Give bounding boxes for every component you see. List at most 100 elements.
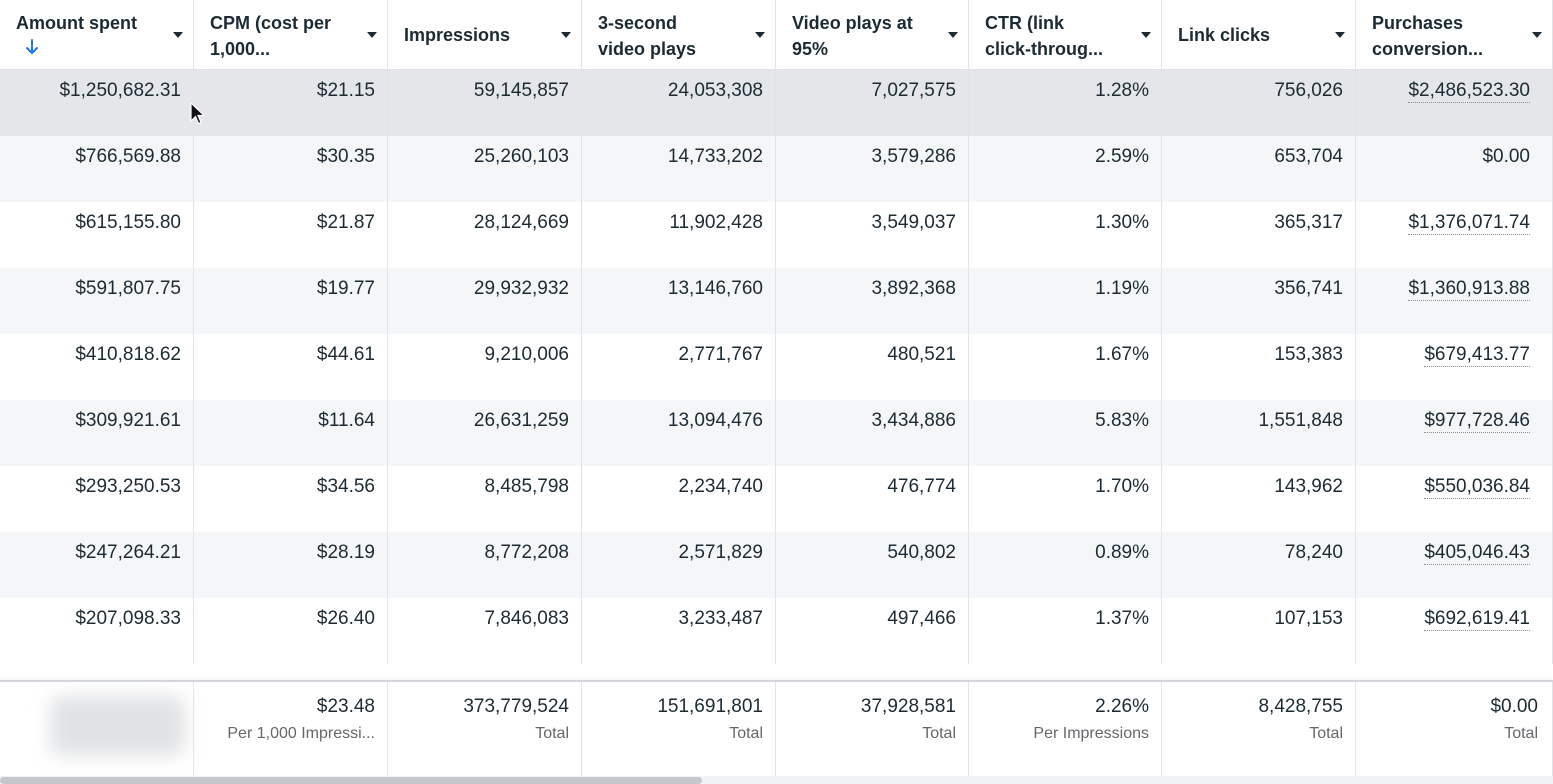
cell-value[interactable]: $405,046.43 — [1424, 542, 1530, 565]
table-row[interactable]: $247,264.21 $28.19 8,772,208 2,571,829 540,8… — [0, 532, 1553, 598]
table-cell: $1,360,913.88 — [1356, 268, 1553, 334]
partially-visible-row — [0, 666, 1553, 678]
cell-value: 1.37% — [1095, 608, 1149, 629]
table-row[interactable]: $1,250,682.31 $21.15 59,145,857 24,053,308 7… — [0, 70, 1553, 136]
table-cell: $0.00 — [1356, 136, 1553, 202]
table-cell: 653,704 — [1162, 136, 1356, 202]
partial-cell — [1162, 666, 1356, 678]
column-header-1[interactable]: Amount spent — [0, 0, 194, 69]
caret-down-icon[interactable] — [173, 32, 183, 38]
cell-value: 7,027,575 — [871, 80, 956, 101]
cell-value: $766,569.88 — [75, 146, 181, 167]
table-cell: 28,124,669 — [388, 202, 582, 268]
total-cell-1 — [0, 682, 194, 778]
cell-value: 8,485,798 — [484, 476, 569, 497]
table-row[interactable]: $207,098.33 $26.40 7,846,083 3,233,487 497,4… — [0, 598, 1553, 664]
table-cell: $1,250,682.31 — [0, 70, 194, 136]
total-cell-2: $23.48 Per 1,000 Impressi... — [194, 682, 388, 778]
cell-value: 3,233,487 — [678, 608, 763, 629]
column-header-4[interactable]: 3-second video plays — [582, 0, 776, 69]
cell-value: 756,026 — [1274, 80, 1343, 101]
table-row[interactable]: $615,155.80 $21.87 28,124,669 11,902,428 3,5… — [0, 202, 1553, 268]
table-cell: $207,098.33 — [0, 598, 194, 664]
table-cell: 24,053,308 — [582, 70, 776, 136]
cell-value[interactable]: $679,413.77 — [1424, 344, 1530, 367]
caret-down-icon[interactable] — [367, 32, 377, 38]
caret-down-icon[interactable] — [948, 32, 958, 38]
table-cell: 1.37% — [969, 598, 1162, 664]
total-value: 2.26% — [1095, 696, 1149, 717]
mouse-cursor-icon — [190, 102, 206, 125]
column-header-2[interactable]: CPM (cost per 1,000... — [194, 0, 388, 69]
table-cell: $44.61 — [194, 334, 388, 400]
cell-value: 365,317 — [1274, 212, 1343, 233]
arrow-down-icon[interactable] — [24, 38, 40, 56]
cell-value[interactable]: $1,376,071.74 — [1408, 212, 1530, 235]
partial-cell — [0, 666, 194, 678]
column-header-5[interactable]: Video plays at 95% — [776, 0, 969, 69]
cell-value: $0.00 — [1482, 146, 1530, 167]
table-cell: $293,250.53 — [0, 466, 194, 532]
caret-down-icon[interactable] — [755, 32, 765, 38]
table-cell: 107,153 — [1162, 598, 1356, 664]
table-cell: 14,733,202 — [582, 136, 776, 202]
caret-down-icon[interactable] — [1335, 32, 1345, 38]
caret-down-icon[interactable] — [1141, 32, 1151, 38]
partial-cell — [194, 666, 388, 678]
cell-value: 2,771,767 — [678, 344, 763, 365]
cell-value: 8,772,208 — [484, 542, 569, 563]
table-cell: $34.56 — [194, 466, 388, 532]
table-cell: 25,260,103 — [388, 136, 582, 202]
horizontal-scrollbar[interactable] — [0, 776, 1553, 784]
cell-value[interactable]: $692,619.41 — [1424, 608, 1530, 631]
table-cell: 11,902,428 — [582, 202, 776, 268]
total-value: $23.48 — [316, 696, 375, 717]
partial-cell — [776, 666, 969, 678]
total-value: 37,928,581 — [860, 696, 956, 717]
table-cell: $11.64 — [194, 400, 388, 466]
column-header-label: 3-second video plays — [598, 13, 697, 59]
caret-down-icon[interactable] — [1532, 32, 1542, 38]
table-cell: $19.77 — [194, 268, 388, 334]
caret-down-icon[interactable] — [561, 32, 571, 38]
cell-value: $44.61 — [316, 344, 375, 365]
cell-value: $30.35 — [316, 146, 375, 167]
table-totals-row: $23.48 Per 1,000 Impressi... 373,779,524 To… — [0, 680, 1553, 778]
scrollbar-thumb[interactable] — [0, 777, 702, 784]
table-row[interactable]: $410,818.62 $44.61 9,210,006 2,771,767 480,5… — [0, 334, 1553, 400]
table-cell: 8,772,208 — [388, 532, 582, 598]
cell-value: 143,962 — [1274, 476, 1343, 497]
cell-value: 356,741 — [1274, 278, 1343, 299]
table-cell: 78,240 — [1162, 532, 1356, 598]
cell-value: 78,240 — [1284, 542, 1343, 563]
table-cell: 1.28% — [969, 70, 1162, 136]
cell-value[interactable]: $1,360,913.88 — [1408, 278, 1530, 301]
table-cell: 1.67% — [969, 334, 1162, 400]
cell-value: 653,704 — [1274, 146, 1343, 167]
column-header-7[interactable]: Link clicks — [1162, 0, 1356, 69]
cell-value: 540,802 — [887, 542, 956, 563]
table-row[interactable]: $591,807.75 $19.77 29,932,932 13,146,760 3,8… — [0, 268, 1553, 334]
table-row[interactable]: $766,569.88 $30.35 25,260,103 14,733,202 3,5… — [0, 136, 1553, 202]
column-header-8[interactable]: Purchases conversion... — [1356, 0, 1553, 69]
cell-value[interactable]: $977,728.46 — [1424, 410, 1530, 433]
cell-value: 13,094,476 — [667, 410, 763, 431]
column-header-6[interactable]: CTR (link click-throug... — [969, 0, 1162, 69]
cell-value[interactable]: $2,486,523.30 — [1408, 80, 1530, 103]
total-label: Total — [729, 725, 763, 742]
cell-value: 1.70% — [1095, 476, 1149, 497]
total-label: Total — [922, 725, 956, 742]
cell-value: 2,234,740 — [678, 476, 763, 497]
column-header-3[interactable]: Impressions — [388, 0, 582, 69]
cell-value[interactable]: $550,036.84 — [1424, 476, 1530, 499]
table-row[interactable]: $309,921.61 $11.64 26,631,259 13,094,476 3,4… — [0, 400, 1553, 466]
table-row[interactable]: $293,250.53 $34.56 8,485,798 2,234,740 476,7… — [0, 466, 1553, 532]
table-cell: 7,846,083 — [388, 598, 582, 664]
cell-value: 59,145,857 — [473, 80, 569, 101]
cell-value: 1,551,848 — [1258, 410, 1343, 431]
cell-value: $34.56 — [316, 476, 375, 497]
cell-value: 24,053,308 — [667, 80, 763, 101]
table-cell: $692,619.41 — [1356, 598, 1553, 664]
cell-value: 497,466 — [887, 608, 956, 629]
